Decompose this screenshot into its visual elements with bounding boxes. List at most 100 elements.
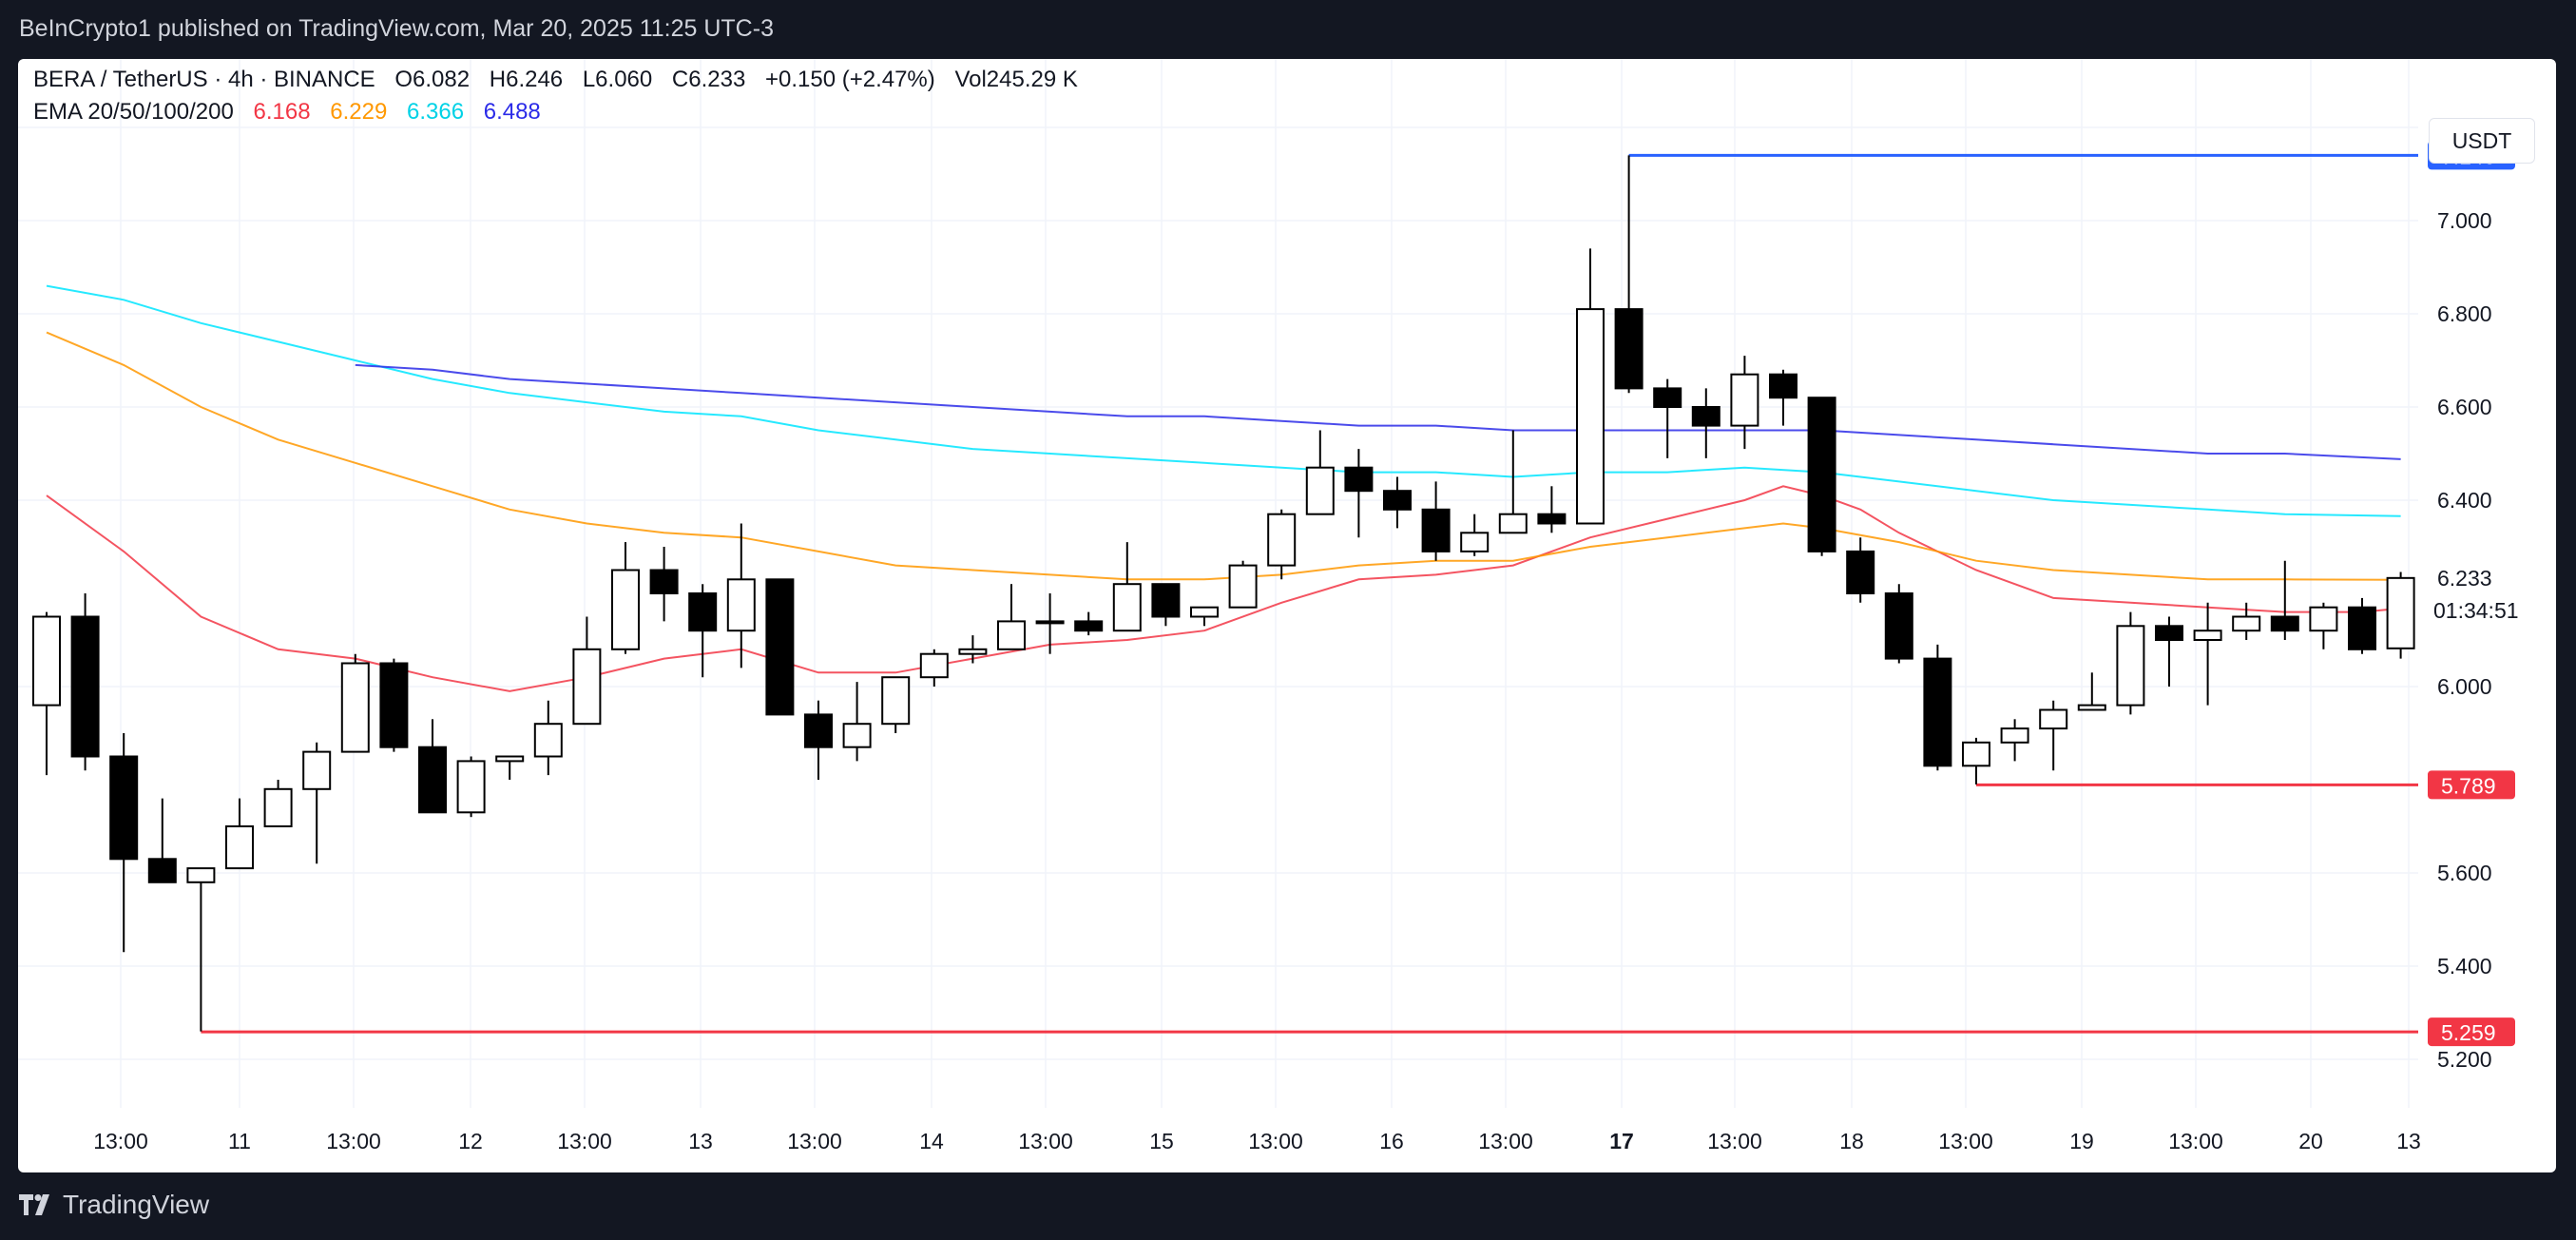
candle-down bbox=[1846, 550, 1875, 595]
time-axis-label: 17 bbox=[1609, 1129, 1634, 1153]
candle-down bbox=[1923, 657, 1952, 767]
time-axis-label: 13:00 bbox=[2168, 1129, 2223, 1153]
time-axis-label: 19 bbox=[2069, 1129, 2094, 1153]
level-tag-5.259 bbox=[2428, 1017, 2515, 1047]
ema-legend: EMA 20/50/100/200 6.168 6.229 6.366 6.48… bbox=[33, 99, 554, 126]
candle-up bbox=[186, 867, 216, 883]
candle-down bbox=[1074, 620, 1104, 632]
candle-up bbox=[495, 755, 525, 763]
candle-up bbox=[2116, 625, 2145, 707]
candle-up bbox=[1730, 373, 1759, 427]
currency-button[interactable]: USDT bbox=[2429, 118, 2535, 164]
candle-up bbox=[2386, 576, 2415, 649]
candle-up bbox=[2039, 708, 2068, 730]
candle-up bbox=[1576, 308, 1605, 525]
ema-50-line bbox=[46, 331, 2401, 581]
candle-down bbox=[1537, 513, 1567, 525]
candle-down bbox=[1691, 406, 1721, 427]
time-axis-label: 13:00 bbox=[1248, 1129, 1303, 1153]
candle-up bbox=[842, 723, 872, 748]
top-bar: BeInCrypto1 published on TradingView.com… bbox=[0, 0, 2576, 59]
candle-up bbox=[340, 662, 370, 753]
time-axis-label: 15 bbox=[1149, 1129, 1174, 1153]
candle-up bbox=[2193, 630, 2222, 642]
candle-down bbox=[688, 592, 718, 632]
level-tag-5.789 bbox=[2428, 770, 2515, 800]
time-axis-label: 11 bbox=[228, 1129, 251, 1153]
price-axis-label: 5.200 bbox=[2437, 1047, 2492, 1072]
candle-up bbox=[997, 620, 1026, 650]
tradingview-logo-icon bbox=[19, 1194, 49, 1215]
candle-down bbox=[1421, 508, 1451, 552]
ema-20-value: 6.168 bbox=[253, 99, 311, 125]
candle-up bbox=[225, 825, 254, 870]
price-axis-label: 5.400 bbox=[2437, 954, 2492, 978]
price-axis-label: 5.600 bbox=[2437, 861, 2492, 885]
time-axis-label: 13 bbox=[688, 1129, 713, 1153]
candle-up bbox=[958, 648, 988, 655]
candle-down bbox=[1769, 373, 1797, 399]
candle-up bbox=[1228, 564, 1258, 609]
candle-up bbox=[1267, 513, 1297, 567]
symbol-legend: BERA / TetherUS · 4h · BINANCE O6.082 H6… bbox=[33, 67, 1091, 93]
candle-up bbox=[302, 750, 332, 790]
candle-down bbox=[2270, 615, 2299, 632]
ema-20-line bbox=[46, 485, 2401, 692]
time-axis-label: 20 bbox=[2298, 1129, 2323, 1153]
price-axis-label: 6.000 bbox=[2437, 674, 2492, 699]
tradingview-logo[interactable]: TradingView bbox=[19, 1190, 209, 1220]
ema-200-value: 6.488 bbox=[483, 99, 541, 125]
candle-up bbox=[1962, 741, 1990, 767]
high-value: H6.246 bbox=[489, 67, 564, 92]
ema-100-value: 6.366 bbox=[406, 99, 465, 125]
close-value: C6.233 bbox=[671, 67, 746, 92]
level-tag-text: 5.789 bbox=[2441, 773, 2496, 798]
candle-down bbox=[1344, 466, 1374, 493]
open-value: O6.082 bbox=[394, 67, 471, 92]
time-axis-label: 16 bbox=[1379, 1129, 1404, 1153]
symbol-label[interactable]: BERA / TetherUS · 4h · BINANCE bbox=[33, 67, 375, 92]
candle-up bbox=[726, 578, 756, 632]
candle-up bbox=[1035, 620, 1065, 625]
candle-up bbox=[1305, 466, 1335, 515]
time-axis-label: 13:00 bbox=[787, 1129, 842, 1153]
candle-down bbox=[2155, 625, 2183, 641]
time-axis-label: 12 bbox=[458, 1129, 483, 1153]
candle-down bbox=[70, 615, 100, 758]
time-axis-label: 14 bbox=[919, 1129, 944, 1153]
candle-down bbox=[1614, 308, 1644, 390]
candle-down bbox=[379, 662, 409, 748]
time-axis-label: 13:00 bbox=[326, 1129, 381, 1153]
time-axis-label: 13 bbox=[2396, 1129, 2421, 1153]
time-axis-label: 13:00 bbox=[1938, 1129, 1993, 1153]
price-axis-label: 7.000 bbox=[2437, 208, 2492, 233]
candle-down bbox=[765, 578, 795, 716]
candle-up bbox=[1498, 513, 1528, 534]
price-axis-label: 6.800 bbox=[2437, 301, 2492, 326]
ema-label[interactable]: EMA 20/50/100/200 bbox=[33, 99, 234, 125]
candle-up bbox=[2000, 727, 2029, 744]
candle-up bbox=[572, 648, 602, 726]
time-axis-label: 13:00 bbox=[1707, 1129, 1762, 1153]
candle-up bbox=[2232, 615, 2261, 632]
candle-up bbox=[1460, 532, 1490, 552]
candle-up bbox=[456, 760, 486, 814]
time-axis-label: 13:00 bbox=[1478, 1129, 1533, 1153]
low-value: L6.060 bbox=[582, 67, 653, 92]
change-value: +0.150 (+2.47%) bbox=[764, 67, 935, 92]
candle-down bbox=[1653, 387, 1682, 408]
volume-value: Vol245.29 K bbox=[954, 67, 1078, 92]
ema-50-value: 6.229 bbox=[330, 99, 388, 125]
publisher-info: BeInCrypto1 published on TradingView.com… bbox=[19, 15, 774, 42]
chart-panel[interactable]: 7.2007.0006.8006.6006.4006.0005.6005.400… bbox=[18, 59, 2556, 1172]
candle-up bbox=[32, 615, 61, 707]
tradingview-brand: TradingView bbox=[63, 1190, 210, 1219]
level-tag-text: 5.259 bbox=[2441, 1020, 2496, 1045]
last-price-label: 6.233 bbox=[2437, 566, 2492, 591]
candle-down bbox=[1884, 592, 1913, 660]
ema-200-line bbox=[355, 363, 2401, 460]
price-chart[interactable]: 7.2007.0006.8006.6006.4006.0005.6005.400… bbox=[18, 59, 2556, 1172]
candle-up bbox=[1112, 583, 1142, 632]
candle-down bbox=[2348, 606, 2376, 650]
candle-up bbox=[263, 787, 293, 827]
